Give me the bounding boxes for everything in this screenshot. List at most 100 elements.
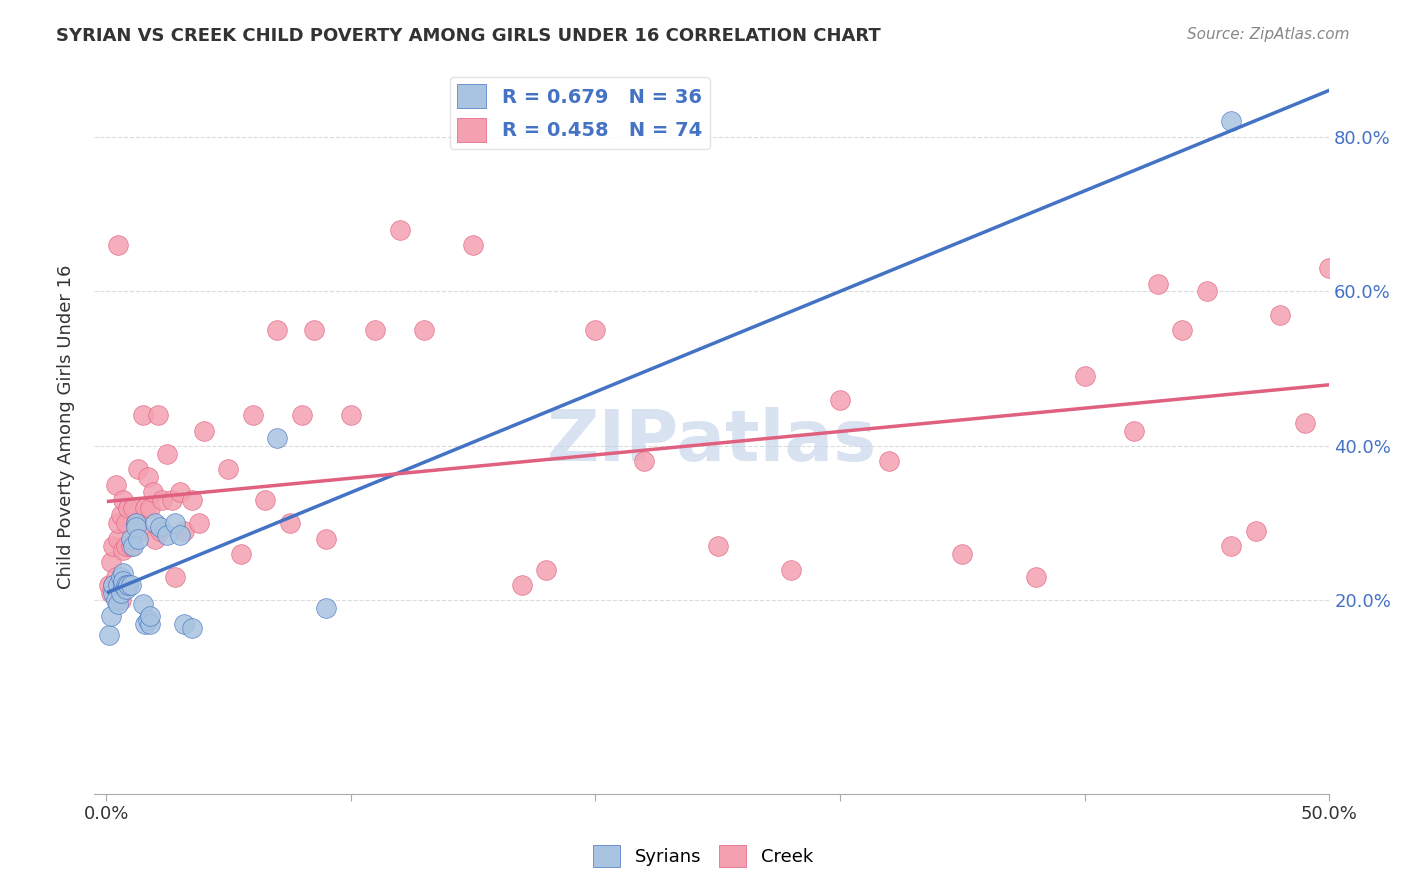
Point	[103, 586, 125, 600]
Point	[1294, 416, 1316, 430]
Point	[278, 516, 301, 531]
Point	[461, 238, 484, 252]
Point	[180, 621, 202, 635]
Point	[364, 323, 387, 337]
Point	[413, 323, 436, 337]
Point	[877, 454, 900, 468]
Point	[163, 570, 186, 584]
Point	[120, 540, 142, 554]
Point	[129, 524, 152, 538]
Point	[156, 528, 179, 542]
Point	[1220, 540, 1243, 554]
Point	[339, 408, 361, 422]
Point	[1244, 524, 1267, 538]
Point	[117, 578, 139, 592]
Point	[1195, 285, 1218, 299]
Point	[110, 508, 132, 523]
Text: ZIPatlas: ZIPatlas	[547, 407, 877, 475]
Point	[110, 586, 132, 600]
Point	[193, 424, 215, 438]
Point	[139, 500, 162, 515]
Y-axis label: Child Poverty Among Girls Under 16: Child Poverty Among Girls Under 16	[58, 264, 75, 589]
Point	[120, 532, 142, 546]
Point	[100, 586, 122, 600]
Point	[1025, 570, 1047, 584]
Point	[107, 578, 129, 592]
Point	[136, 470, 159, 484]
Point	[112, 578, 135, 592]
Point	[136, 613, 159, 627]
Point	[107, 532, 129, 546]
Point	[132, 598, 155, 612]
Point	[1171, 323, 1194, 337]
Point	[266, 431, 288, 445]
Point	[103, 578, 125, 592]
Point	[510, 578, 533, 592]
Point	[266, 323, 288, 337]
Point	[291, 408, 314, 422]
Point	[107, 598, 129, 612]
Point	[110, 570, 132, 584]
Point	[103, 540, 125, 554]
Point	[139, 609, 162, 624]
Point	[163, 516, 186, 531]
Point	[134, 616, 156, 631]
Point	[188, 516, 211, 531]
Point	[143, 532, 166, 546]
Point	[134, 500, 156, 515]
Point	[180, 493, 202, 508]
Point	[104, 570, 127, 584]
Point	[117, 578, 139, 592]
Point	[114, 582, 136, 596]
Point	[1147, 277, 1170, 291]
Point	[114, 540, 136, 554]
Point	[139, 616, 162, 631]
Point	[706, 540, 728, 554]
Point	[229, 547, 252, 561]
Point	[1122, 424, 1144, 438]
Point	[107, 516, 129, 531]
Point	[149, 520, 172, 534]
Point	[124, 516, 146, 531]
Point	[1220, 114, 1243, 128]
Point	[302, 323, 325, 337]
Point	[100, 609, 122, 624]
Point	[97, 628, 120, 642]
Point	[100, 555, 122, 569]
Point	[388, 222, 411, 236]
Text: SYRIAN VS CREEK CHILD POVERTY AMONG GIRLS UNDER 16 CORRELATION CHART: SYRIAN VS CREEK CHILD POVERTY AMONG GIRL…	[56, 27, 882, 45]
Point	[120, 578, 142, 592]
Point	[103, 578, 125, 592]
Point	[536, 563, 558, 577]
Text: Source: ZipAtlas.com: Source: ZipAtlas.com	[1187, 27, 1350, 42]
Point	[127, 462, 149, 476]
Point	[950, 547, 973, 561]
Point	[97, 578, 120, 592]
Point	[110, 593, 132, 607]
Point	[142, 485, 165, 500]
Point	[156, 447, 179, 461]
Point	[124, 516, 146, 531]
Point	[143, 516, 166, 531]
Point	[127, 532, 149, 546]
Point	[112, 574, 135, 589]
Point	[583, 323, 606, 337]
Point	[242, 408, 264, 422]
Point	[828, 392, 851, 407]
Point	[160, 493, 183, 508]
Point	[217, 462, 239, 476]
Point	[117, 500, 139, 515]
Point	[315, 532, 337, 546]
Point	[132, 408, 155, 422]
Point	[633, 454, 655, 468]
Point	[114, 516, 136, 531]
Point	[254, 493, 277, 508]
Point	[146, 408, 169, 422]
Point	[107, 238, 129, 252]
Point	[149, 524, 172, 538]
Point	[152, 493, 174, 508]
Point	[112, 566, 135, 581]
Point	[112, 493, 135, 508]
Point	[122, 540, 145, 554]
Point	[104, 477, 127, 491]
